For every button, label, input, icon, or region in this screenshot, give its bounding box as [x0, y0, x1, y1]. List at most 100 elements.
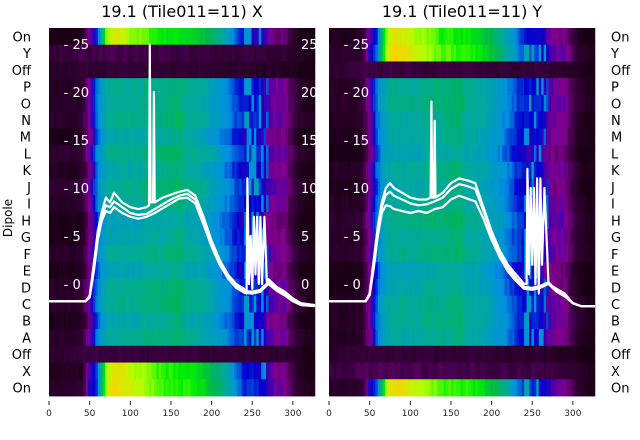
heatmap-cell [450, 145, 454, 163]
heatmap-cell [480, 345, 484, 363]
heatmap-cell [158, 362, 162, 380]
heatmap-cell [514, 212, 518, 230]
heatmap-cell [553, 312, 557, 330]
heatmap-cell [207, 178, 211, 196]
heatmap-cell [280, 278, 284, 297]
heatmap-cell [407, 61, 410, 79]
heatmap-cell [572, 61, 576, 79]
heatmap-cell [477, 228, 481, 246]
heatmap-cell [258, 111, 262, 129]
heatmap-cell [565, 362, 569, 380]
heatmap-cell [431, 94, 435, 113]
heatmap-cell [407, 295, 410, 313]
heatmap-cell [365, 345, 369, 363]
heatmap-cell [270, 111, 274, 129]
heatmap-cell [487, 345, 491, 363]
heatmap-cell [66, 128, 69, 146]
heatmap-cell [404, 212, 408, 230]
heatmap-cell [251, 362, 255, 380]
heatmap-cell [365, 212, 369, 230]
heatmap-cell [170, 362, 174, 380]
heatmap-cell [234, 78, 238, 96]
heatmap-cell [73, 228, 77, 246]
heatmap-cell [183, 345, 186, 363]
heatmap-cell [548, 228, 552, 246]
heatmap-cell [251, 61, 255, 79]
heatmap-cell [565, 345, 569, 363]
heatmap-cell [524, 212, 527, 230]
heatmap-cell [170, 28, 174, 46]
heatmap-cell [83, 78, 86, 96]
heatmap-cell [58, 78, 62, 96]
row-label-left: G [21, 231, 31, 246]
heatmap-cell [209, 329, 213, 347]
heatmap-cell [275, 44, 279, 62]
heatmap-cell [507, 28, 510, 46]
heatmap-cell [107, 145, 111, 163]
heatmap-cell [85, 61, 89, 79]
heatmap-cell [295, 145, 299, 163]
heatmap-cell [472, 78, 476, 96]
heatmap-cell [127, 345, 130, 363]
heatmap-cell [404, 44, 408, 62]
heatmap-cell [222, 329, 226, 347]
heatmap-cell [565, 78, 569, 96]
heatmap-cell [222, 28, 226, 46]
heatmap-cell [509, 61, 513, 79]
heatmap-cell [288, 245, 291, 263]
heatmap-cell [78, 111, 82, 129]
heatmap-cell [441, 94, 445, 113]
heatmap-cell [292, 195, 296, 213]
heatmap-cell [88, 145, 91, 163]
heatmap-cell [285, 28, 289, 46]
heatmap-cell [51, 245, 55, 263]
heatmap-cell [73, 161, 77, 179]
heatmap-cell [394, 44, 398, 62]
heatmap-cell [470, 245, 474, 263]
heatmap-cell [336, 345, 340, 363]
heatmap-cell [170, 245, 174, 263]
heatmap-cell [387, 312, 391, 330]
heatmap-cell [173, 178, 177, 196]
heatmap-cell [433, 362, 437, 380]
heatmap-cell [112, 329, 116, 347]
heatmap-cell [217, 145, 221, 163]
heatmap-cell [519, 178, 523, 196]
heatmap-cell [458, 94, 462, 113]
x-tick-label: 250 [524, 409, 541, 419]
heatmap-cell [114, 312, 118, 330]
heatmap-cell [229, 245, 233, 263]
heatmap-cell [70, 329, 74, 347]
heatmap-cell [136, 262, 140, 280]
heatmap-cell [421, 228, 425, 246]
heatmap-cell [305, 379, 308, 397]
heatmap-cell [375, 212, 379, 230]
heatmap-cell [263, 94, 267, 113]
heatmap-cell [214, 145, 218, 163]
heatmap-cell [472, 44, 476, 62]
heatmap-cell [592, 128, 596, 146]
heatmap-cell [443, 345, 447, 363]
heatmap-cell [195, 111, 199, 129]
heatmap-cell [409, 228, 413, 246]
heatmap-cell [329, 195, 332, 213]
heatmap-cell [516, 312, 520, 330]
heatmap-cell [524, 312, 527, 330]
heatmap-cell [377, 78, 381, 96]
heatmap-cell [526, 61, 530, 79]
heatmap-cell [543, 28, 547, 46]
heatmap-cell [270, 78, 274, 96]
heatmap-cell [402, 145, 406, 163]
heatmap-cell [190, 161, 194, 179]
heatmap-cell [253, 212, 257, 230]
heatmap-cell [270, 128, 274, 146]
heatmap-cell [197, 262, 201, 280]
heatmap-cell [212, 94, 216, 113]
heatmap-cell [209, 178, 213, 196]
heatmap-cell [190, 228, 194, 246]
heatmap-cell [290, 94, 294, 113]
heatmap-cell [170, 145, 174, 163]
row-label-left: K [22, 164, 31, 179]
heatmap-cell [161, 278, 165, 297]
heatmap-cell [275, 161, 279, 179]
